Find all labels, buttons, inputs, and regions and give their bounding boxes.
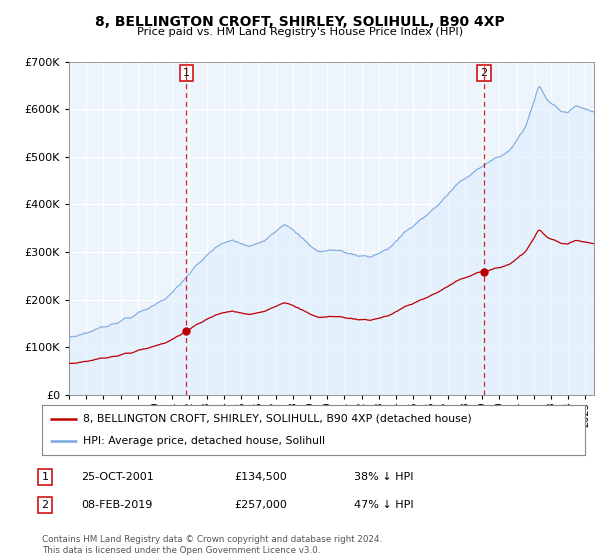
Text: 8, BELLINGTON CROFT, SHIRLEY, SOLIHULL, B90 4XP: 8, BELLINGTON CROFT, SHIRLEY, SOLIHULL, … — [95, 15, 505, 29]
Text: 8, BELLINGTON CROFT, SHIRLEY, SOLIHULL, B90 4XP (detached house): 8, BELLINGTON CROFT, SHIRLEY, SOLIHULL, … — [83, 414, 472, 424]
Text: HPI: Average price, detached house, Solihull: HPI: Average price, detached house, Soli… — [83, 436, 325, 446]
Text: 08-FEB-2019: 08-FEB-2019 — [81, 500, 152, 510]
Text: 38% ↓ HPI: 38% ↓ HPI — [354, 472, 413, 482]
Text: 47% ↓ HPI: 47% ↓ HPI — [354, 500, 413, 510]
Text: 1: 1 — [183, 68, 190, 78]
Text: 2: 2 — [480, 68, 487, 78]
Text: £257,000: £257,000 — [234, 500, 287, 510]
Text: 2: 2 — [41, 500, 49, 510]
Text: £134,500: £134,500 — [234, 472, 287, 482]
Text: Price paid vs. HM Land Registry's House Price Index (HPI): Price paid vs. HM Land Registry's House … — [137, 27, 463, 37]
Text: 25-OCT-2001: 25-OCT-2001 — [81, 472, 154, 482]
Text: Contains HM Land Registry data © Crown copyright and database right 2024.
This d: Contains HM Land Registry data © Crown c… — [42, 535, 382, 555]
Text: 1: 1 — [41, 472, 49, 482]
